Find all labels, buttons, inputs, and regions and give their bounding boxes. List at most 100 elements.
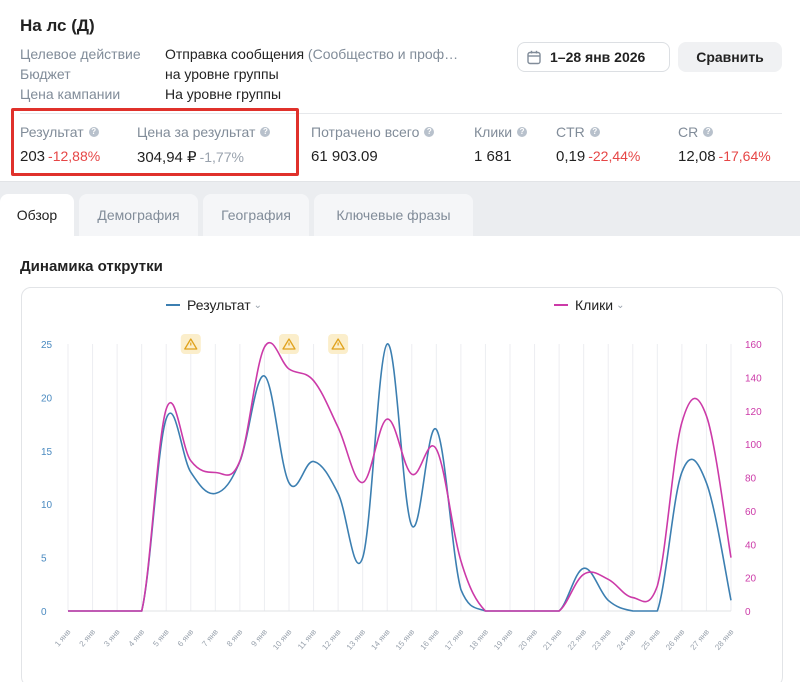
x-tick-label: 4 янв [127, 628, 147, 649]
metric-delta: -22,44% [588, 148, 641, 164]
calendar-icon [527, 50, 541, 64]
x-tick-label: 5 янв [151, 628, 171, 649]
warning-icon[interactable] [328, 334, 349, 354]
highlight-frame [11, 108, 299, 176]
chevron-down-icon: ⌄ [253, 299, 263, 311]
metric-value: 61 903.09 [311, 148, 378, 165]
legend-label: Клики [575, 297, 614, 313]
metric-label: Клики [474, 124, 513, 140]
x-tick-label: 28 янв [713, 628, 735, 652]
y-left-tick-label: 20 [41, 393, 53, 404]
x-tick-label: 21 янв [541, 628, 563, 652]
x-tick-label: 17 янв [443, 628, 465, 652]
x-tick-label: 18 янв [468, 628, 490, 652]
metric-value: 304,94 ₽ [137, 149, 197, 166]
meta-key: Целевое действие [20, 46, 141, 62]
divider [20, 113, 782, 114]
x-tick-label: 1 янв [53, 628, 73, 649]
y-right-tick-label: 0 [745, 607, 751, 618]
metric-label: CR [678, 124, 699, 140]
metric-result: Результат? 203 -12,88% [20, 124, 100, 165]
x-tick-label: 25 янв [639, 628, 661, 652]
x-tick-label: 3 янв [102, 628, 122, 649]
meta-value: На уровне группы [165, 86, 282, 102]
tab-keywords[interactable]: Ключевые фразы [314, 194, 473, 236]
x-tick-label: 8 янв [225, 628, 245, 649]
y-left-tick-label: 10 [41, 500, 53, 511]
y-right-tick-label: 40 [745, 540, 757, 551]
campaign-title: На лс (Д) [20, 16, 95, 35]
tab-overview[interactable]: Обзор [0, 194, 74, 236]
metric-delta: -1,77% [199, 149, 244, 165]
x-tick-label: 23 янв [590, 628, 612, 652]
y-right-tick-label: 60 [745, 507, 757, 518]
x-tick-label: 22 янв [566, 628, 588, 652]
warning-icon[interactable] [180, 334, 201, 354]
legend-label: Результат [187, 297, 251, 313]
campaign-header-card: На лс (Д) Целевое действие Отправка сооб… [0, 0, 800, 182]
metric-delta: -12,88% [48, 148, 101, 164]
meta-value: Отправка сообщения (Сообщество и проф… [165, 46, 459, 62]
x-tick-label: 19 янв [492, 628, 514, 652]
question-icon[interactable]: ? [589, 127, 600, 137]
chevron-down-icon: ⌄ [616, 299, 625, 311]
x-tick-label: 10 янв [271, 628, 293, 652]
y-right-tick-label: 100 [745, 440, 762, 451]
x-tick-label: 13 янв [345, 628, 367, 652]
metric-label: Потрачено всего [311, 124, 420, 140]
x-tick-label: 14 янв [369, 628, 391, 652]
x-tick-label: 2 янв [78, 628, 98, 649]
metric-label: Цена за результат [137, 124, 256, 140]
metric-cr: CR? 12,08 -17,64% [678, 124, 771, 165]
metric-spent-total: Потрачено всего? 61 903.09 [311, 124, 435, 165]
y-left-tick-label: 25 [41, 340, 53, 351]
tab-demography[interactable]: Демография [79, 194, 198, 236]
y-right-tick-label: 120 [745, 407, 762, 418]
x-tick-label: 24 янв [615, 628, 637, 652]
meta-key: Бюджет [20, 66, 71, 82]
question-icon[interactable]: ? [260, 127, 271, 137]
metric-ctr: CTR? 0,19 -22,44% [556, 124, 640, 165]
x-tick-label: 9 янв [249, 628, 269, 649]
y-right-tick-label: 80 [745, 474, 757, 485]
meta-key: Цена кампании [20, 86, 121, 102]
x-tick-label: 15 янв [394, 628, 416, 652]
date-range-button[interactable]: 1–28 янв 2026 [517, 42, 670, 72]
compare-button[interactable]: Сравнить [678, 42, 782, 72]
y-left-tick-label: 5 [41, 554, 47, 565]
metric-cost-per-result: Цена за результат? 304,94 ₽ -1,77% [137, 124, 271, 166]
legend-item-result[interactable]: Результат ⌄ [166, 297, 262, 313]
metric-delta: -17,64% [718, 148, 771, 164]
question-icon[interactable]: ? [703, 127, 714, 137]
metric-clicks: Клики? 1 681 [474, 124, 528, 165]
legend-swatch [554, 304, 568, 306]
y-left-tick-label: 0 [41, 607, 47, 618]
question-icon[interactable]: ? [517, 127, 528, 137]
y-left-tick-label: 15 [41, 447, 53, 458]
legend-item-clicks[interactable]: Клики ⌄ [554, 297, 624, 313]
metric-value: 1 681 [474, 148, 512, 165]
date-range-label: 1–28 янв 2026 [550, 49, 646, 65]
x-tick-label: 16 янв [418, 628, 440, 652]
tab-geography[interactable]: География [203, 194, 309, 236]
y-right-tick-label: 140 [745, 373, 762, 384]
metric-label: CTR [556, 124, 585, 140]
metric-value: 0,19 [556, 148, 586, 165]
meta-value: на уровне группы [165, 66, 279, 82]
warning-icon[interactable] [279, 334, 299, 354]
metric-value: 203 [20, 148, 46, 165]
x-tick-label: 12 янв [320, 628, 342, 652]
legend-swatch [166, 304, 180, 306]
y-right-tick-label: 160 [745, 340, 762, 351]
x-tick-label: 7 янв [200, 628, 220, 649]
metric-label: Результат [20, 124, 84, 140]
question-icon[interactable]: ? [424, 127, 435, 137]
x-tick-label: 26 янв [664, 628, 686, 652]
y-right-tick-label: 20 [745, 574, 757, 585]
chart-frame [21, 287, 783, 682]
x-tick-label: 27 янв [689, 628, 711, 652]
section-title: Динамика открутки [20, 258, 163, 275]
series-line-clicks [68, 342, 732, 612]
question-icon[interactable]: ? [88, 127, 99, 137]
